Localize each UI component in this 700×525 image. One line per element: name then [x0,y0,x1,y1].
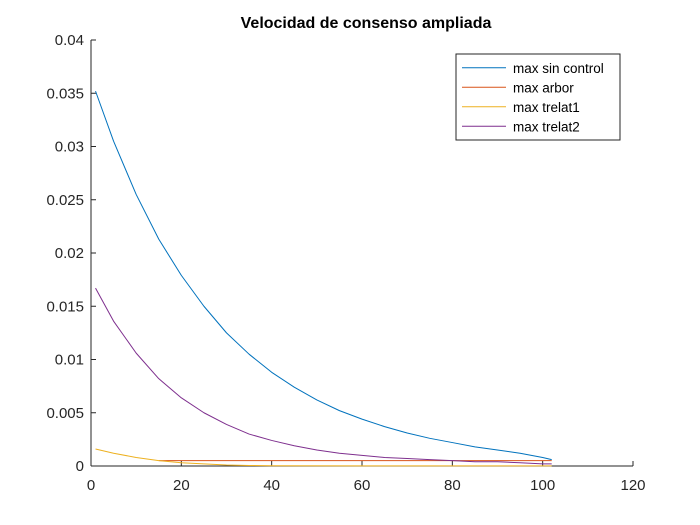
series-line-4 [95,287,552,465]
x-tick-label: 60 [354,477,371,494]
y-tick-label: 0.02 [55,245,84,262]
legend-label-4: max trelat2 [513,119,580,134]
x-tick-label: 100 [530,477,555,494]
y-tick-label: 0.04 [55,32,84,49]
y-tick-label: 0.025 [46,192,84,209]
y-tick-label: 0.03 [55,139,84,156]
series-line-3 [95,448,552,467]
x-tick-label: 120 [620,477,645,494]
y-tick-label: 0.01 [55,352,84,369]
y-tick-label: 0.035 [46,85,84,102]
legend-label-2: max arbor [513,80,574,95]
legend: max sin control max arbor max trelat1 max t… [455,53,621,141]
x-tick-label: 20 [173,477,190,494]
x-tick-label: 40 [263,477,280,494]
legend-label-1: max sin control [513,61,604,76]
chart-title: Velocidad de consenso ampliada [241,15,492,32]
x-tick-label: 0 [87,477,95,494]
y-tick-label: 0 [76,458,84,475]
series-line-1 [95,90,552,461]
axes: 0 20 40 60 80 100 120 0 0.005 0.01 0.015 0.02 0.025 0… [46,32,645,494]
x-tick-label: 80 [444,477,461,494]
series-group [95,90,552,467]
y-tick-label: 0.015 [46,298,84,315]
y-tick-label: 0.005 [46,405,84,422]
legend-box [455,53,621,141]
legend-label-3: max trelat1 [513,100,580,115]
